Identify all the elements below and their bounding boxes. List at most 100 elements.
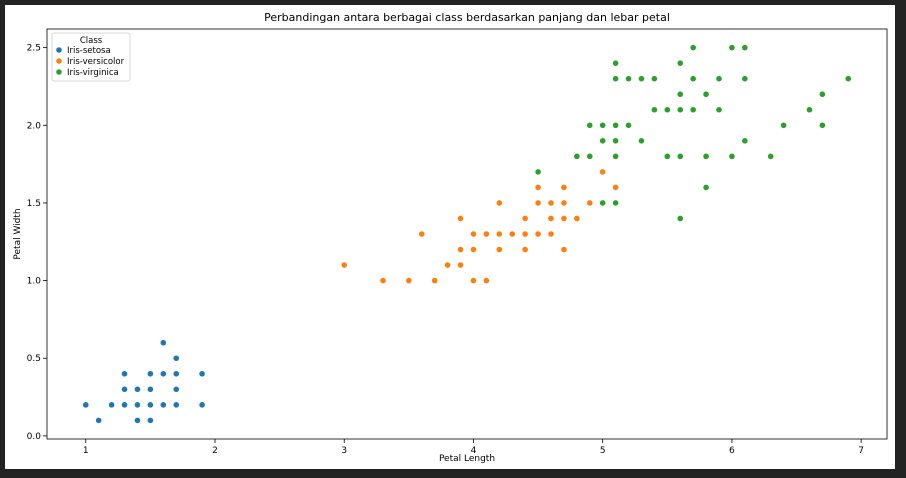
y-tick-label: 1.0 (27, 277, 42, 287)
point-iris-virginica (638, 75, 645, 82)
point-iris-virginica (819, 122, 826, 129)
point-iris-setosa (173, 370, 180, 377)
x-tick-label: 7 (858, 446, 864, 456)
legend-frame (51, 32, 131, 82)
legend-entry: Iris-setosa (67, 46, 111, 56)
point-iris-versicolor (470, 231, 477, 237)
plot-area (46, 28, 888, 440)
point-iris-versicolor (470, 246, 477, 253)
point-iris-virginica (690, 106, 696, 113)
point-iris-versicolor (406, 277, 412, 284)
point-iris-versicolor (561, 184, 567, 191)
point-iris-virginica (742, 75, 748, 82)
x-tick-label: 6 (729, 446, 735, 456)
point-iris-virginica (819, 91, 826, 98)
point-iris-setosa (173, 402, 180, 408)
point-iris-versicolor (483, 231, 490, 237)
point-iris-versicolor (470, 277, 477, 284)
point-iris-virginica (845, 75, 852, 82)
point-iris-versicolor (483, 277, 490, 284)
point-iris-virginica (612, 200, 619, 206)
point-iris-virginica (586, 122, 593, 129)
point-iris-versicolor (535, 200, 541, 206)
point-iris-setosa (173, 386, 180, 393)
x-tick-label: 4 (471, 446, 477, 456)
point-iris-virginica (677, 60, 684, 66)
point-iris-virginica (612, 153, 619, 160)
point-iris-setosa (95, 417, 102, 424)
point-iris-versicolor (509, 231, 516, 237)
point-iris-setosa (160, 402, 167, 408)
point-iris-versicolor (522, 231, 528, 237)
point-iris-setosa (173, 355, 180, 362)
point-iris-versicolor (431, 277, 438, 284)
point-iris-setosa (147, 402, 154, 408)
point-iris-virginica (742, 44, 748, 51)
legend: ClassIris-setosaIris-versicolorIris-virg… (51, 32, 131, 82)
point-iris-versicolor (535, 184, 541, 191)
point-iris-virginica (677, 91, 684, 98)
point-iris-setosa (199, 402, 205, 408)
point-iris-setosa (160, 370, 167, 377)
point-iris-versicolor (535, 231, 541, 237)
point-iris-versicolor (522, 246, 528, 253)
x-tick-label: 1 (83, 446, 89, 456)
point-iris-virginica (586, 153, 593, 160)
point-iris-virginica (780, 122, 787, 129)
point-iris-virginica (625, 75, 632, 82)
point-iris-versicolor (380, 277, 386, 284)
point-iris-virginica (767, 153, 774, 160)
point-iris-virginica (664, 153, 671, 160)
y-axis: 0.0 0.5 1.0 1.5 2.0 2.5 (27, 44, 47, 442)
point-iris-virginica (716, 75, 722, 82)
point-iris-setosa (199, 370, 205, 377)
point-iris-versicolor (496, 231, 503, 237)
point-iris-virginica (599, 138, 606, 144)
point-iris-virginica (612, 75, 619, 82)
legend-entry: Iris-virginica (67, 68, 119, 78)
x-tick-label: 3 (341, 446, 347, 456)
y-tick-label: 2.5 (27, 44, 41, 54)
point-iris-virginica (612, 122, 619, 129)
point-iris-virginica (664, 106, 671, 113)
point-iris-virginica (806, 106, 813, 113)
legend-marker (56, 47, 62, 53)
point-iris-setosa (147, 386, 154, 393)
point-iris-virginica (703, 184, 709, 191)
legend-title: Class (80, 36, 103, 46)
point-iris-virginica (716, 106, 722, 113)
point-iris-virginica (599, 122, 606, 129)
point-iris-setosa (160, 339, 167, 346)
point-iris-versicolor (418, 231, 425, 237)
point-iris-setosa (108, 402, 115, 408)
x-axis: 1 2 3 4 5 6 7 (83, 439, 864, 456)
point-iris-virginica (625, 122, 632, 129)
point-iris-virginica (690, 75, 696, 82)
point-iris-virginica (677, 106, 684, 113)
point-iris-virginica (729, 153, 735, 160)
legend-entry: Iris-versicolor (67, 57, 125, 67)
data-points (82, 44, 852, 424)
point-iris-virginica (574, 153, 580, 160)
point-iris-virginica (703, 153, 709, 160)
y-tick-label: 0.0 (27, 432, 42, 442)
point-iris-virginica (599, 200, 606, 206)
point-iris-virginica (612, 138, 619, 144)
point-iris-virginica (651, 106, 658, 113)
point-iris-setosa (134, 417, 141, 424)
point-iris-virginica (638, 138, 645, 144)
point-iris-setosa (82, 402, 89, 408)
point-iris-versicolor (341, 262, 348, 268)
point-iris-versicolor (548, 231, 554, 237)
chart-title: Perbandingan antara berbagai class berda… (264, 11, 670, 24)
y-axis-label: Petal Width (13, 208, 23, 259)
point-iris-versicolor (457, 262, 464, 268)
point-iris-versicolor (496, 200, 503, 206)
legend-marker (56, 58, 62, 64)
figure: Perbandingan antara berbagai class berda… (5, 5, 895, 469)
point-iris-setosa (121, 370, 128, 377)
point-iris-versicolor (561, 246, 567, 253)
y-tick-label: 2.0 (27, 121, 42, 131)
point-iris-virginica (703, 91, 709, 98)
x-tick-label: 5 (600, 446, 606, 456)
